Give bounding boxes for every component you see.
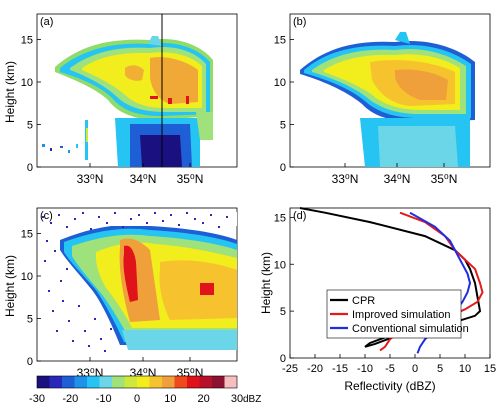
panel-a-yticks: 0 5 10 15	[21, 35, 41, 174]
ytick-label: 10	[21, 271, 33, 283]
colorbar-tick: -10	[96, 393, 112, 405]
colorbar-swatch	[174, 376, 188, 388]
ytick-label: 0	[280, 162, 286, 174]
panel-c-yticks: 0 5 10 15	[21, 229, 41, 368]
xtick-label: 33⁰N	[77, 172, 104, 186]
xtick-label: 35⁰N	[431, 172, 458, 186]
colorbar-tick: 0	[134, 393, 140, 405]
ytick-label: 5	[27, 120, 33, 132]
colorbar-tick: -30	[29, 393, 45, 405]
colorbar-frame	[36, 375, 238, 389]
ytick-label: 5	[280, 120, 286, 132]
panel-a: (a) Height (km) 0 5 10 15 33⁰N 34⁰N 35⁰N	[3, 13, 238, 186]
colorbar-tick: 10	[164, 393, 176, 405]
panel-b-yticks: 0 5 10 15	[274, 35, 294, 174]
panel-b: (b) 0 5 10 15 33⁰N 34⁰N 35⁰N	[274, 13, 491, 186]
colorbar-swatch	[99, 376, 113, 388]
colorbar-swatch	[112, 376, 125, 388]
ytick-label: 0	[280, 353, 286, 365]
xtick-label: 35⁰N	[177, 172, 204, 186]
ytick-label: 10	[274, 77, 286, 89]
xtick-label: -20	[307, 363, 323, 375]
colorbar-swatch	[87, 376, 100, 388]
panel-b-label: (b)	[293, 16, 306, 28]
colorbar-swatch	[224, 376, 238, 388]
xtick-label: -15	[332, 363, 348, 375]
xtick-label: 0	[412, 363, 418, 375]
ytick-label: 15	[21, 35, 33, 47]
panel-d-label: (d)	[293, 210, 306, 222]
colorbar-tick: 30	[231, 393, 243, 405]
panel-d-yticks: 0 5 10 15	[274, 212, 294, 365]
panel-d-legend: CPR Improved simulation Conventional simul…	[326, 289, 469, 339]
xtick-label: -5	[385, 363, 395, 375]
panel-b-reflectivity-field	[300, 32, 475, 167]
xtick-label: 5	[437, 363, 443, 375]
colorbar-swatch	[137, 376, 150, 388]
colorbar-swatch	[37, 376, 50, 388]
colorbar-swatch	[62, 376, 75, 388]
panel-c-label: (c)	[40, 210, 53, 222]
xtick-label: 34⁰N	[384, 172, 411, 186]
series-line-0	[299, 207, 482, 348]
ytick-label: 15	[274, 212, 286, 224]
panel-b-xticks: 33⁰N 34⁰N 35⁰N	[332, 163, 458, 186]
ytick-label: 15	[274, 35, 286, 47]
colorbar-tick: 20	[198, 393, 210, 405]
panel-c-ylabel: Height (km)	[3, 255, 17, 317]
colorbar-swatch	[199, 376, 213, 388]
panel-c-reflectivity-field	[42, 212, 237, 352]
panel-d-xticks: -25 -20 -15 -10 -5 0 5 10 15	[282, 354, 496, 375]
panel-d: (d) Height (km) Reflectivity (dBZ) 0 5 10 1…	[259, 207, 496, 393]
panel-a-ylabel: Height (km)	[3, 61, 17, 123]
ytick-label: 5	[27, 314, 33, 326]
legend-entry: Conventional simulation	[352, 323, 469, 335]
colorbar: -30 -20 -10 0 10 20 30 dBZ	[29, 375, 261, 405]
panel-a-label: (a)	[40, 16, 53, 28]
panel-d-xlabel: Reflectivity (dBZ)	[344, 379, 435, 393]
ytick-label: 10	[21, 77, 33, 89]
colorbar-tick: -20	[62, 393, 78, 405]
ytick-label: 15	[21, 229, 33, 241]
xtick-label: 34⁰N	[130, 172, 157, 186]
panel-d-ylabel: Height (km)	[259, 252, 273, 314]
ytick-label: 5	[280, 306, 286, 318]
colorbar-swatch	[124, 376, 138, 388]
xtick-label: 10	[459, 363, 471, 375]
xtick-label: 33⁰N	[332, 172, 359, 186]
legend-entry: CPR	[352, 295, 375, 307]
colorbar-swatch	[149, 376, 163, 388]
xtick-label: 15	[484, 363, 496, 375]
colorbar-swatch	[49, 376, 63, 388]
ytick-label: 0	[27, 162, 33, 174]
ytick-label: 10	[274, 259, 286, 271]
legend-box	[326, 289, 462, 339]
panel-a-xticks: 33⁰N 34⁰N 35⁰N	[77, 163, 204, 186]
xtick-label: -25	[282, 363, 298, 375]
colorbar-unit: dBZ	[243, 394, 261, 405]
xtick-label: -10	[357, 363, 373, 375]
ytick-label: 0	[27, 356, 33, 368]
colorbar-swatch	[162, 376, 175, 388]
colorbar-swatch	[74, 376, 88, 388]
legend-entry: Improved simulation	[352, 309, 450, 321]
colorbar-swatch	[187, 376, 200, 388]
colorbar-swatch	[212, 376, 225, 388]
